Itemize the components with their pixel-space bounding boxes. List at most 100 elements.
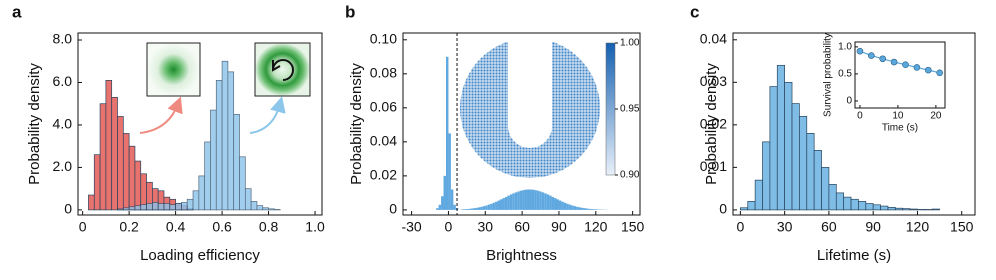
bar [894, 207, 904, 211]
bar [835, 192, 845, 211]
bar [776, 64, 785, 211]
survival-point [868, 52, 875, 59]
arrow [249, 96, 286, 134]
bar [524, 189, 528, 210]
bar [573, 206, 577, 210]
bar [544, 193, 547, 210]
rotation-arrow [272, 59, 294, 81]
bar [256, 205, 264, 211]
atom-array [458, 36, 602, 180]
survival-point [936, 69, 943, 77]
bar [128, 206, 136, 211]
bar [784, 81, 793, 211]
x-tick-label: 0.4 [166, 219, 186, 235]
bar [463, 209, 466, 210]
bar [181, 202, 188, 211]
bar [828, 184, 837, 211]
bar [438, 204, 442, 210]
bar [769, 86, 778, 211]
bar [117, 208, 124, 211]
x-tick-label: 0.6 [212, 219, 232, 235]
bar [806, 133, 815, 211]
y-tick-label: 0.08 [370, 65, 397, 81]
x-tick-label: 90 [551, 219, 567, 235]
bar [549, 195, 552, 210]
bar [268, 208, 275, 211]
x-tick-label: 0 [736, 219, 744, 235]
bar [482, 206, 486, 210]
x-tick-label: 60 [514, 219, 530, 235]
bar [262, 207, 269, 211]
bar [122, 207, 130, 211]
bar [105, 80, 113, 211]
bar [821, 167, 830, 211]
y-axis-label: Probability density [26, 63, 43, 185]
bar [472, 208, 476, 210]
colorbar-tick-label: 0.90 [620, 170, 640, 181]
bar [140, 204, 147, 211]
bar [453, 204, 456, 210]
bar [468, 208, 471, 210]
bar [204, 141, 211, 211]
bar [445, 56, 449, 210]
x-tick-label: -30 [401, 219, 421, 235]
y-tick-label: 0.01 [700, 158, 727, 174]
bar [250, 201, 258, 211]
bar [512, 193, 515, 210]
bar [551, 196, 555, 210]
x-axis-label: Loading efficiency [140, 247, 260, 264]
bar [487, 204, 491, 210]
bar [754, 179, 763, 211]
bar [436, 208, 439, 210]
bar [186, 198, 194, 211]
bar [244, 188, 252, 211]
bar [534, 190, 537, 210]
histogram-series [740, 64, 940, 211]
x-tick-label: 150 [621, 219, 645, 235]
bar [902, 208, 911, 211]
x-tick-label: 20 [930, 111, 942, 122]
bar [561, 201, 564, 210]
x-tick-label: 90 [865, 219, 881, 235]
bar [558, 200, 562, 210]
bar [157, 203, 165, 211]
bar [791, 103, 800, 211]
bar [813, 150, 822, 211]
bar [198, 175, 205, 211]
x-tick-label: 1.0 [305, 219, 325, 235]
x-tick-label: 0 [79, 219, 87, 235]
bar [475, 207, 478, 210]
y-tick-label: 0 [389, 201, 397, 217]
bar [887, 206, 896, 211]
y-tick-label: 0 [719, 201, 727, 217]
bar [740, 207, 749, 211]
bar [880, 205, 889, 211]
x-tick-label: 120 [584, 219, 608, 235]
y-tick-label: 8.0 [53, 31, 73, 47]
y-tick-label: 0.06 [370, 99, 397, 115]
y-tick-label: 0 [846, 96, 852, 107]
bar [134, 160, 142, 211]
bar [529, 189, 532, 210]
rotation-arrow [272, 60, 281, 72]
inset-background [855, 42, 945, 108]
y-tick-label: 0.10 [370, 31, 397, 47]
bar [590, 209, 594, 210]
bar [465, 209, 469, 210]
y-tick-label: 0.5 [838, 69, 852, 80]
bar [747, 201, 756, 211]
bar [531, 189, 535, 210]
bar [169, 204, 176, 211]
bar [450, 189, 454, 210]
bar [210, 109, 217, 211]
bar [563, 202, 567, 210]
bar [239, 156, 246, 211]
bar [443, 175, 446, 210]
bar [122, 133, 130, 211]
bar [93, 154, 101, 211]
x-tick-label: 60 [821, 219, 837, 235]
survival-point [902, 61, 909, 69]
bar [146, 203, 153, 211]
y-axis-label: Probability density [348, 63, 365, 185]
bar [88, 194, 95, 211]
